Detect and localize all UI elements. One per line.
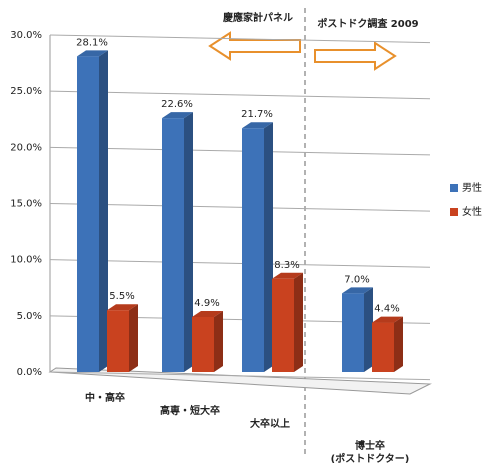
floor [48, 367, 432, 395]
y-tick-label: 0.0% [17, 367, 42, 378]
grid-line [49, 34, 431, 44]
value-label: 28.1% [76, 37, 108, 48]
bar [162, 118, 184, 372]
legend-label: 男性 [462, 181, 482, 194]
value-label: 4.4% [374, 304, 399, 315]
value-label: 8.3% [274, 260, 299, 271]
y-tick-label: 30.0% [10, 30, 42, 41]
bar-top [77, 50, 108, 57]
bar-side [294, 272, 303, 372]
value-label: 22.6% [161, 99, 193, 110]
value-label: 7.0% [344, 274, 369, 285]
value-label: 5.5% [109, 291, 134, 302]
bar-top [272, 272, 303, 279]
bar-top [242, 122, 273, 129]
arrow-right [314, 41, 397, 71]
annotation: 慶應家計パネル [223, 11, 293, 24]
bar [107, 310, 129, 372]
bar [342, 293, 364, 372]
legend-swatch [450, 208, 458, 216]
bar-top [372, 316, 403, 323]
bar-side [184, 112, 193, 373]
bar-top [162, 112, 193, 119]
legend-label: 女性 [462, 205, 482, 218]
x-tick-label: 中・高卒 [85, 393, 125, 404]
bar [272, 278, 294, 372]
y-tick-label: 20.0% [10, 142, 42, 153]
value-label: 21.7% [241, 109, 273, 120]
bar-side [99, 50, 108, 373]
bar-side [264, 122, 273, 372]
x-tick-label: 博士卒 (ポストドクター) [330, 441, 410, 463]
bar-side [214, 310, 223, 372]
x-tick-label: 大卒以上 [250, 419, 290, 430]
bar [192, 316, 214, 372]
bar-top [192, 310, 223, 317]
y-tick-label: 15.0% [10, 199, 42, 210]
bar-side [394, 316, 403, 372]
x-tick-label: 高専・短大卒 [160, 406, 220, 417]
bar-side [364, 287, 373, 372]
y-tick-label: 10.0% [10, 255, 42, 266]
grid-line [49, 203, 431, 212]
legend-swatch [450, 184, 458, 192]
grid-line [49, 259, 431, 268]
bar-side [129, 304, 138, 372]
bar-top [107, 304, 138, 311]
y-tick-label: 25.0% [10, 86, 42, 97]
value-label: 4.9% [194, 298, 219, 309]
grid-line [49, 371, 431, 381]
bar-top [342, 287, 373, 294]
annotation: ポストドク調査 2009 [317, 17, 418, 30]
bar [77, 56, 99, 373]
bar [372, 322, 394, 372]
grid-line [49, 146, 431, 156]
arrow-left [208, 31, 301, 61]
y-tick-label: 5.0% [17, 311, 42, 322]
grid-line [49, 90, 431, 100]
bar [242, 128, 264, 372]
